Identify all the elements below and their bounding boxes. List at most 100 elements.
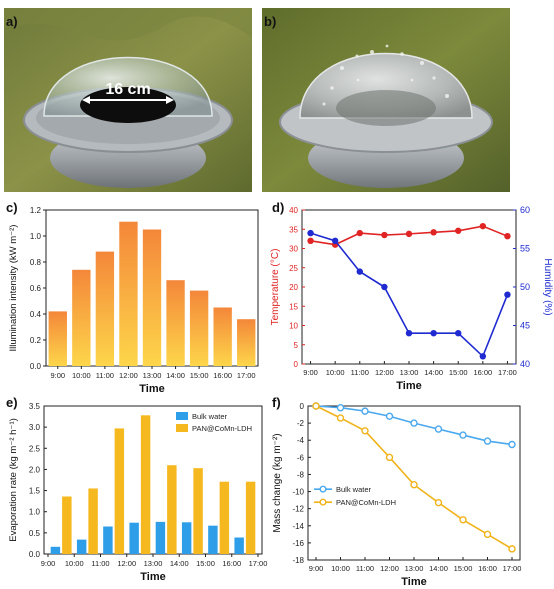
humidity-point xyxy=(455,330,462,337)
legend-marker xyxy=(319,498,327,506)
chart-f-mass-change: 0 -2 -4 -6 -8 -10 -12 -14 -16 -18 9:00 10:00 11:00 12… xyxy=(272,402,521,588)
pan-bar xyxy=(114,428,125,554)
y-right-tick-label: 50 xyxy=(520,282,530,292)
legend-label: Bulk water xyxy=(336,485,372,494)
condensation-droplets xyxy=(322,44,449,106)
x-tick-label: 9:00 xyxy=(41,559,56,568)
x-tick-label: 12:00 xyxy=(117,559,136,568)
legend-swatch xyxy=(176,412,188,420)
dimension-label: 16 cm xyxy=(105,81,150,98)
legend-swatch xyxy=(176,424,188,432)
y-tick-label: -10 xyxy=(292,488,304,497)
pan-line xyxy=(315,405,513,550)
panel-label-b: b) xyxy=(264,14,277,29)
x-tick-label: 14:00 xyxy=(429,564,448,573)
x-tick-label: 12:00 xyxy=(375,368,394,377)
pan-bar xyxy=(193,468,203,554)
y-right-tick-label: 55 xyxy=(520,244,530,254)
y-left-tick-label: 25 xyxy=(289,264,298,273)
x-tick-label: 17:00 xyxy=(498,368,517,377)
x-tick-label: 10:00 xyxy=(65,559,84,568)
x-tick-label: 13:00 xyxy=(144,559,163,568)
pan-bar xyxy=(245,481,256,554)
y-tick-label: -12 xyxy=(292,505,304,514)
y-left-tick-label: 30 xyxy=(289,245,298,254)
temperature-point xyxy=(307,237,314,244)
bulk-water-point xyxy=(434,425,443,433)
y-tick-label: 3.0 xyxy=(29,423,41,432)
x-tick-label: 16:00 xyxy=(222,559,241,568)
y-tick-label: -18 xyxy=(292,556,304,565)
y-tick-label: -4 xyxy=(297,436,305,445)
y-axis-label: Mass change (kg m⁻²) xyxy=(272,433,283,532)
y-tick-label: 1.0 xyxy=(29,508,41,517)
y-tick-label: 2.5 xyxy=(29,444,41,453)
y-tick-label: -2 xyxy=(297,419,305,428)
bar xyxy=(119,221,138,366)
pan-point xyxy=(434,498,443,507)
y-tick-label: 1.0 xyxy=(30,232,42,241)
y-tick-label: 0 xyxy=(300,402,305,411)
bulk-water-bar xyxy=(103,526,113,554)
x-tick-label: 14:00 xyxy=(166,371,185,380)
panel-label-e: e) xyxy=(6,395,18,410)
y-tick-label: 0.6 xyxy=(30,284,42,293)
temperature-point xyxy=(430,229,437,236)
pan-bar xyxy=(62,496,72,554)
chart-c-illumination: 0.0 0.2 0.4 0.6 0.8 1.0 1.2 9:00 10:00 11:00 12:00… xyxy=(8,206,259,395)
bar xyxy=(189,290,209,366)
x-tick-label: 16:00 xyxy=(473,368,492,377)
bulk-water-point xyxy=(361,407,369,415)
y-tick-label: 0.4 xyxy=(30,310,42,319)
x-tick-label: 12:00 xyxy=(380,564,399,573)
pan-point xyxy=(336,414,345,422)
bulk-water-bar xyxy=(155,521,166,554)
photo-b-dome-condensation xyxy=(262,8,510,192)
x-tick-label: 16:00 xyxy=(213,371,232,380)
y-left-tick-label: 20 xyxy=(289,283,298,292)
y-tick-label: 2.0 xyxy=(29,465,41,474)
legend-label: PAN@CoMn-LDH xyxy=(192,424,252,433)
x-axis-label: Time xyxy=(139,383,164,395)
y-tick-label: 0.0 xyxy=(29,550,41,559)
y-right-axis-label: Humidity (%) xyxy=(542,258,553,315)
bar xyxy=(48,311,67,366)
bar xyxy=(95,251,115,366)
x-tick-label: 14:00 xyxy=(170,559,189,568)
bulk-water-bar xyxy=(50,546,61,554)
x-tick-label: 9:00 xyxy=(50,371,65,380)
y-left-tick-label: 40 xyxy=(289,206,298,215)
x-tick-label: 11:00 xyxy=(351,368,369,377)
x-axis-label: Time xyxy=(396,380,421,392)
bar xyxy=(142,229,162,366)
y-right-tick-label: 45 xyxy=(520,321,530,331)
x-tick-label: 13:00 xyxy=(405,564,424,573)
y-tick-label: -6 xyxy=(297,453,305,462)
legend-label: PAN@CoMn-LDH xyxy=(336,498,396,507)
y-tick-label: -8 xyxy=(297,470,305,479)
temperature-point xyxy=(405,230,413,238)
pan-bar xyxy=(167,465,177,554)
chart-d-temperature-humidity: 0 5 10 15 20 25 30 35 40 40 45 50 55 60 9:00 10:00 11:00… xyxy=(270,205,553,392)
bar xyxy=(166,280,185,366)
pan-bar xyxy=(140,415,151,554)
pan-point xyxy=(361,427,369,435)
y-tick-label: -14 xyxy=(292,522,304,531)
pan-point xyxy=(410,481,418,489)
x-tick-label: 17:00 xyxy=(237,371,256,380)
bulk-water-bar xyxy=(181,522,192,554)
y-left-tick-label: 10 xyxy=(289,322,298,331)
humidity-point xyxy=(307,229,314,237)
humidity-line xyxy=(310,232,509,358)
y-tick-label: 0.5 xyxy=(29,529,41,538)
panel-label-d: d) xyxy=(272,200,285,215)
legend-label: Bulk water xyxy=(192,412,228,421)
y-left-tick-label: 35 xyxy=(289,225,298,234)
x-tick-label: 11:00 xyxy=(356,564,374,573)
absorber-disk xyxy=(80,87,176,123)
humidity-point xyxy=(356,268,363,275)
humidity-point xyxy=(504,291,511,298)
x-tick-label: 13:00 xyxy=(400,368,419,377)
bulk-water-point xyxy=(483,437,492,445)
bar xyxy=(237,319,256,366)
